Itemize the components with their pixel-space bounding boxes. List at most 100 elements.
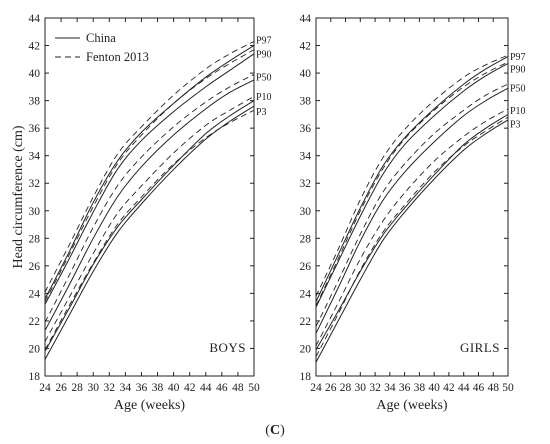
y-tick-label: 34 [300,151,312,163]
x-tick-label: 32 [104,382,116,394]
series-line-china-p97 [44,45,255,300]
x-tick-label: 44 [458,382,470,394]
y-tick-label: 34 [29,151,41,163]
series-line-china-p90 [315,63,509,308]
series-line-fenton-p3 [315,116,509,357]
x-tick-label: 38 [152,382,164,394]
x-tick-label: 46 [473,382,485,394]
y-tick-label: 28 [300,233,312,245]
y-tick-label: 30 [300,206,312,218]
y-axis-title: Head circumference (cm) [11,125,26,268]
x-tick-label: 34 [120,382,132,394]
y-tick-label: 26 [29,261,41,273]
panels: 24 26 28 30 32 34 36 38 40 42 44 46 48 50182022242628… [11,13,526,413]
y-tick-label: 22 [29,316,41,328]
percentile-label-p3: P3 [510,120,521,131]
y-tick-label: 40 [300,68,312,80]
percentile-label-p10: P10 [256,92,272,103]
percentile-label-p97: P97 [510,52,526,63]
panel-label: GIRLS [460,340,500,355]
series-line-fenton-p50 [315,83,509,327]
x-tick-label: 24 [39,382,51,394]
y-tick-label: 18 [29,371,41,383]
panel-boys: 24 26 28 30 32 34 36 38 40 42 44 46 48 50 18 20 22 24 26 28… [11,13,272,413]
x-tick-label: 50 [248,382,260,394]
x-tick-label: 32 [369,382,381,394]
legend-china-label: China [86,31,116,45]
series-line-fenton-p3 [44,109,255,351]
caption-close-paren: ) [280,423,285,438]
x-tick-label: 36 [399,382,411,394]
y-tick-label: 22 [300,316,312,328]
legend-fenton-label: Fenton 2013 [86,50,149,64]
x-tick-label: 48 [232,382,244,394]
x-tick-label: 30 [355,382,367,394]
series-line-china-p97 [315,56,509,302]
series-line-china-p90 [44,53,255,305]
series-line-fenton-p90 [44,49,255,302]
y-tick-label: 44 [300,13,312,25]
series-line-fenton-p97 [44,41,255,293]
y-tick-label: 20 [29,343,41,355]
y-tick-label: 28 [29,233,41,245]
x-tick-label: 28 [71,382,83,394]
figure-caption: (C) [265,423,285,438]
y-tick-label: 42 [29,41,41,53]
y-tick-label: 26 [300,261,312,273]
series-line-fenton-p10 [315,108,509,346]
plot-frame [44,17,255,377]
caption-letter: C [270,423,280,438]
series-line-fenton-p10 [44,96,255,342]
percentile-label-p50: P50 [510,84,526,95]
series-line-china-p50 [315,87,509,334]
x-axis-title: Age (weeks) [376,398,447,413]
caption-open-paren: ( [265,423,270,438]
x-tick-label: 50 [502,382,514,394]
x-tick-label: 38 [414,382,426,394]
plot-frame [315,17,509,377]
y-tick-label: 24 [300,288,312,300]
series-line-china-p3 [44,105,255,360]
percentile-label-p90: P90 [510,64,526,75]
series-line-china-p10 [44,100,255,352]
y-tick-label: 32 [29,178,41,190]
x-tick-label: 44 [200,382,212,394]
x-tick-label: 48 [487,382,499,394]
y-tick-label: 20 [300,343,312,355]
x-tick-label: 26 [55,382,67,394]
y-tick-label: 38 [29,96,41,108]
panel-label: BOYS [209,340,246,355]
y-tick-label: 40 [29,68,41,80]
y-tick-label: 44 [29,13,41,25]
series-line-fenton-p50 [44,74,255,323]
x-tick-label: 40 [168,382,180,394]
x-tick-label: 26 [325,382,337,394]
series-line-china-p10 [315,113,509,351]
y-tick-label: 24 [29,288,41,300]
x-tick-label: 24 [310,382,322,394]
y-tick-label: 32 [300,178,312,190]
x-tick-label: 42 [443,382,455,394]
y-tick-label: 36 [300,123,312,135]
x-axis-title: Age (weeks) [114,398,185,413]
x-tick-label: 46 [216,382,228,394]
x-tick-label: 34 [384,382,396,394]
percentile-label-p97: P97 [256,36,272,47]
y-tick-label: 36 [29,123,41,135]
x-tick-label: 36 [136,382,148,394]
series-line-china-p3 [315,119,509,363]
x-tick-label: 40 [428,382,440,394]
x-tick-label: 30 [87,382,99,394]
x-tick-label: 42 [184,382,196,394]
percentile-label-p10: P10 [510,106,526,117]
percentile-label-p90: P90 [256,49,272,60]
legend: China Fenton 2013 [55,31,149,64]
percentile-label-p3: P3 [256,107,267,118]
y-tick-label: 42 [300,41,312,53]
x-tick-label: 28 [340,382,352,394]
percentile-label-p50: P50 [256,73,272,84]
panel-girls: 24 26 28 30 32 34 36 38 40 42 44 46 48 50182022242628… [300,13,526,413]
series-line-china-p50 [44,79,255,331]
